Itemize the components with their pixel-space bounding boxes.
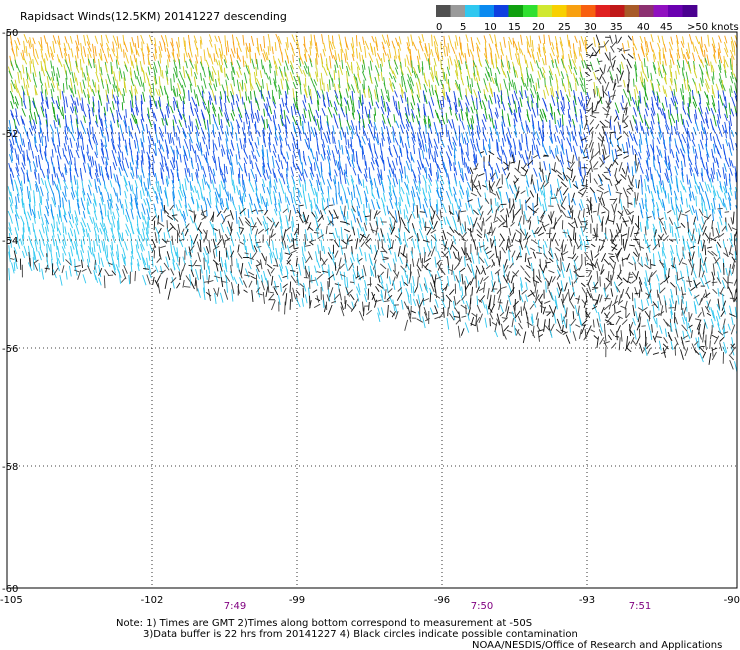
color-scale-swatch — [479, 5, 495, 17]
color-scale-swatches — [436, 5, 698, 17]
map-title: Rapidsact Winds(12.5KM) 20141227 descend… — [20, 10, 287, 23]
color-scale-legend: 0 5 10 15 20 25 30 35 40 45 >50 knots — [436, 5, 739, 33]
color-scale-swatch — [450, 5, 466, 17]
latitude-label: -54 — [2, 236, 18, 247]
color-scale-label: 5 — [460, 22, 466, 33]
color-scale-swatch — [552, 5, 567, 17]
color-scale-swatch — [494, 5, 509, 17]
longitude-label: -105 — [0, 595, 23, 606]
color-scale-labels: 0 5 10 15 20 25 30 35 40 45 >50 knots — [436, 22, 739, 33]
color-scale-label: 40 — [637, 22, 650, 33]
latitude-label: -52 — [2, 129, 18, 140]
figure-notes: Note: 1) Times are GMT 2)Times along bot… — [116, 618, 722, 650]
color-scale-swatch — [566, 5, 582, 17]
color-scale-swatch — [465, 5, 480, 17]
note-line-1: Note: 1) Times are GMT 2)Times along bot… — [116, 618, 532, 629]
color-scale-swatch — [668, 5, 683, 17]
color-scale-swatch — [595, 5, 611, 17]
color-scale-swatch — [653, 5, 669, 17]
map-frame — [6, 31, 738, 589]
longitude-label: -96 — [434, 595, 450, 606]
color-scale-label: 35 — [610, 22, 623, 33]
note-line-2: 3)Data buffer is 22 hrs from 20141227 4)… — [143, 629, 578, 640]
wind-barbs-layer — [7, 33, 737, 373]
map-plot-area — [6, 31, 738, 589]
latitude-label: -58 — [2, 462, 18, 473]
color-scale-swatch — [682, 5, 698, 17]
lat-lon-grid — [7, 32, 737, 588]
color-scale-label: 45 — [660, 22, 673, 33]
color-scale-swatch — [581, 5, 596, 17]
color-scale-label: >50 knots — [687, 22, 739, 33]
latitude-label: -56 — [2, 344, 18, 355]
longitude-label: -99 — [289, 595, 305, 606]
color-scale-swatch — [610, 5, 625, 17]
time-label: 7:51 — [629, 601, 651, 612]
latitude-label: -50 — [2, 28, 18, 39]
time-label: 7:49 — [224, 601, 246, 612]
map-background — [7, 32, 737, 588]
latitude-labels: -50 -52 -54 -56 -58 -60 — [2, 28, 18, 595]
latitude-label: -60 — [2, 584, 18, 595]
longitude-label: -90 — [724, 595, 740, 606]
time-labels: 7:49 7:50 7:51 — [224, 601, 651, 612]
color-scale-swatch — [537, 5, 553, 17]
color-scale-swatch — [508, 5, 524, 17]
color-scale-swatch — [436, 5, 451, 17]
color-scale-label: 30 — [584, 22, 597, 33]
longitude-labels: -105 -102 -99 -96 -93 -90 — [0, 595, 740, 606]
color-scale-label: 0 — [436, 22, 442, 33]
color-scale-label: 10 — [484, 22, 497, 33]
color-scale-swatch — [639, 5, 654, 17]
color-scale-swatch — [523, 5, 538, 17]
color-scale-label: 20 — [532, 22, 545, 33]
color-scale-swatch — [624, 5, 640, 17]
color-scale-label: 15 — [508, 22, 521, 33]
time-label: 7:50 — [471, 601, 493, 612]
longitude-label: -93 — [579, 595, 595, 606]
longitude-label: -102 — [141, 595, 164, 606]
credit-line: NOAA/NESDIS/Office of Research and Appli… — [472, 640, 722, 650]
color-scale-label: 25 — [558, 22, 571, 33]
